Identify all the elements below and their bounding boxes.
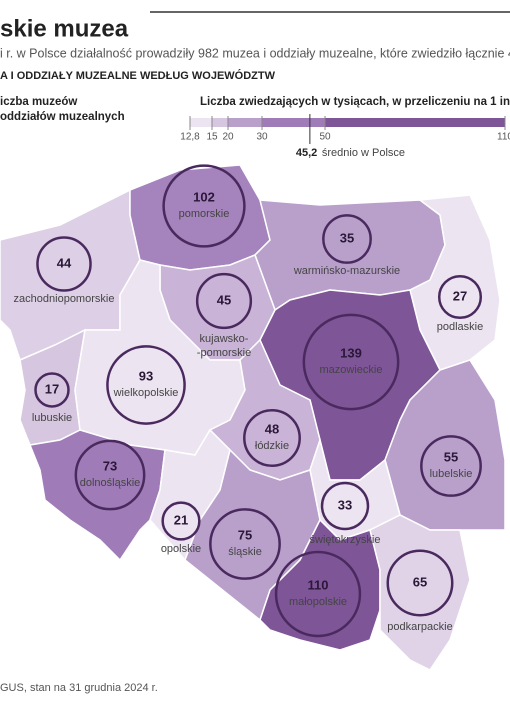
museum-count: 35 xyxy=(340,230,354,245)
museum-circle xyxy=(302,313,400,411)
region-name: małopolskie xyxy=(289,596,347,608)
museum-count: 48 xyxy=(265,421,279,436)
museum-count: 110 xyxy=(308,577,329,592)
museum-count: 102 xyxy=(193,189,215,204)
museum-count: 65 xyxy=(413,574,427,589)
region-name: wielkopolskie xyxy=(113,387,179,399)
museum-count: 75 xyxy=(238,527,252,542)
museum-count: 55 xyxy=(444,449,458,464)
museum-count: 73 xyxy=(103,458,117,473)
region-name: śląskie xyxy=(228,546,262,558)
museum-circle xyxy=(437,274,483,320)
region-name: mazowieckie xyxy=(320,364,383,376)
average-value: 45,2 xyxy=(296,147,317,159)
museum-circle xyxy=(243,409,301,467)
museum-circle xyxy=(322,214,372,264)
scale-tick-label: 30 xyxy=(256,132,268,143)
museum-count: 93 xyxy=(139,368,153,383)
scale-tick-label: 50 xyxy=(319,132,331,143)
scale-title: Liczba zwiedzających w tysiącach, w prze… xyxy=(200,96,510,108)
region-name: zachodniopomorskie xyxy=(14,293,115,305)
section-heading: A I ODDZIAŁY MUZEALNE WEDŁUG WOJEWÓDZTW xyxy=(0,69,276,82)
museum-count: 44 xyxy=(57,255,72,270)
museum-count: 21 xyxy=(174,512,188,527)
museum-circle xyxy=(36,236,92,292)
circle-legend: oddziałów muzealnych xyxy=(0,111,125,123)
museum-circle xyxy=(274,550,362,638)
region-name: pomorskie xyxy=(179,208,230,220)
scale-tick-label: 12,8 xyxy=(180,132,200,143)
region-name: podkarpackie xyxy=(387,621,452,633)
scale-tick-label: 15 xyxy=(206,132,218,143)
title: skie muzea xyxy=(0,15,129,42)
region-name: opolskie xyxy=(161,543,201,555)
region-name: świętokrzyskie xyxy=(310,534,381,546)
region-name: lubuskie xyxy=(32,412,72,424)
museum-circle xyxy=(106,345,186,425)
region-name: -pomorskie xyxy=(197,347,251,359)
museum-count: 17 xyxy=(45,381,59,396)
museum-circle xyxy=(161,501,201,541)
scale-bin xyxy=(190,118,212,127)
museum-circle xyxy=(34,372,70,408)
region-shape xyxy=(28,429,166,562)
region-shape xyxy=(259,518,381,651)
region-name: kujawsko- xyxy=(200,333,249,345)
museum-circle xyxy=(195,272,253,330)
scale-bin xyxy=(325,118,505,127)
scale-tick-label: 110 xyxy=(497,132,510,143)
museum-circle xyxy=(162,164,246,248)
museum-circle xyxy=(209,508,281,580)
scale-tick-label: 20 xyxy=(222,132,234,143)
circle-legend: iczba muzeów xyxy=(0,96,77,108)
museum-circle xyxy=(386,549,454,617)
museum-circle xyxy=(320,481,370,531)
museum-circle xyxy=(74,439,146,511)
region-name: łódzkie xyxy=(255,440,289,452)
region-name: warmińsko-mazurskie xyxy=(293,265,400,277)
scale-bin xyxy=(212,118,228,127)
region-name: dolnośląskie xyxy=(80,477,141,489)
scale-bin xyxy=(228,118,262,127)
museum-count: 27 xyxy=(453,288,467,303)
region-name: podlaskie xyxy=(437,321,483,333)
museum-circle xyxy=(420,435,482,497)
museum-count: 33 xyxy=(338,497,352,512)
region-shape xyxy=(369,514,471,671)
scale-bin xyxy=(262,118,325,127)
source: GUS, stan na 31 grudnia 2024 r. xyxy=(0,682,158,694)
region-name: lubelskie xyxy=(430,468,473,480)
museum-count: 139 xyxy=(340,345,362,360)
museum-count: 45 xyxy=(217,292,231,307)
average-label: średnio w Polsce xyxy=(322,147,405,159)
subtitle: i r. w Polsce działalność prowadziły 982… xyxy=(0,46,510,60)
